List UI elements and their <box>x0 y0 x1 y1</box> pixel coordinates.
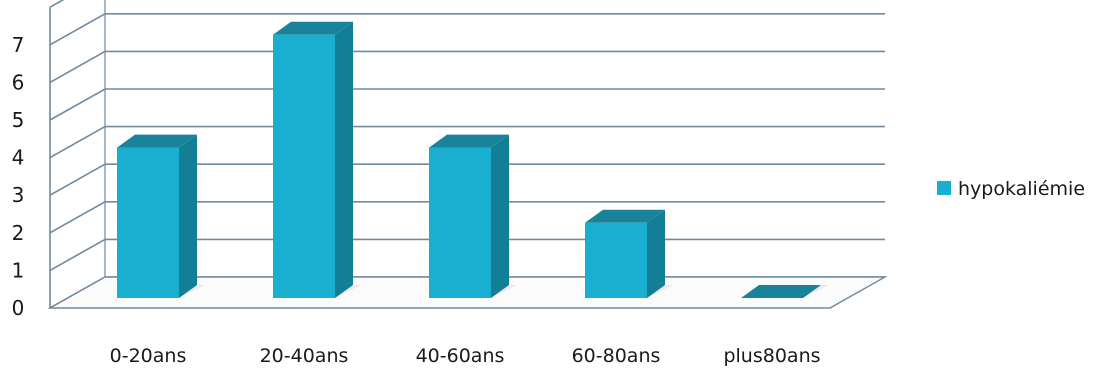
bar-side <box>647 209 665 298</box>
x-category-label: 20-40ans <box>260 345 349 367</box>
x-axis-categories: 0-20ans 20-40ans 40-60ans 60-80ans plus80ans <box>110 345 821 367</box>
y-tick-label: 6 <box>12 70 25 94</box>
bar <box>273 34 335 299</box>
bars-layer <box>117 21 829 299</box>
legend-swatch <box>937 181 951 195</box>
x-category-label: 0-20ans <box>110 345 187 367</box>
bar <box>585 222 647 298</box>
bar-side <box>335 21 353 299</box>
bar-side <box>491 134 509 298</box>
bar-top <box>741 285 821 298</box>
gridline <box>49 13 885 46</box>
legend: hypokaliémie <box>937 178 1085 200</box>
y-tick-label: 4 <box>12 146 25 170</box>
bar-top <box>273 21 353 35</box>
gridline <box>49 88 885 121</box>
bar-side <box>179 134 197 298</box>
grid-layer <box>49 0 885 309</box>
y-tick-label: 2 <box>12 221 25 245</box>
x-category-label: 40-60ans <box>416 345 505 367</box>
bar <box>429 147 491 298</box>
bar-top <box>585 209 665 223</box>
y-tick-label: 3 <box>12 183 25 207</box>
y-tick-label: 5 <box>12 108 25 132</box>
x-category-label: plus80ans <box>723 345 820 367</box>
x-category-label: 60-80ans <box>572 345 661 367</box>
gridline <box>49 0 65 8</box>
bar-top <box>429 134 509 148</box>
y-tick-label: 1 <box>12 258 25 282</box>
bar-top <box>117 134 197 148</box>
y-tick-label: 0 <box>12 296 25 320</box>
legend-label: hypokaliémie <box>958 178 1085 200</box>
y-axis-ticks: 0 1 2 3 4 5 6 7 <box>12 33 25 320</box>
gridline <box>49 50 885 84</box>
y-tick-label: 7 <box>12 33 25 57</box>
bar <box>117 147 179 298</box>
